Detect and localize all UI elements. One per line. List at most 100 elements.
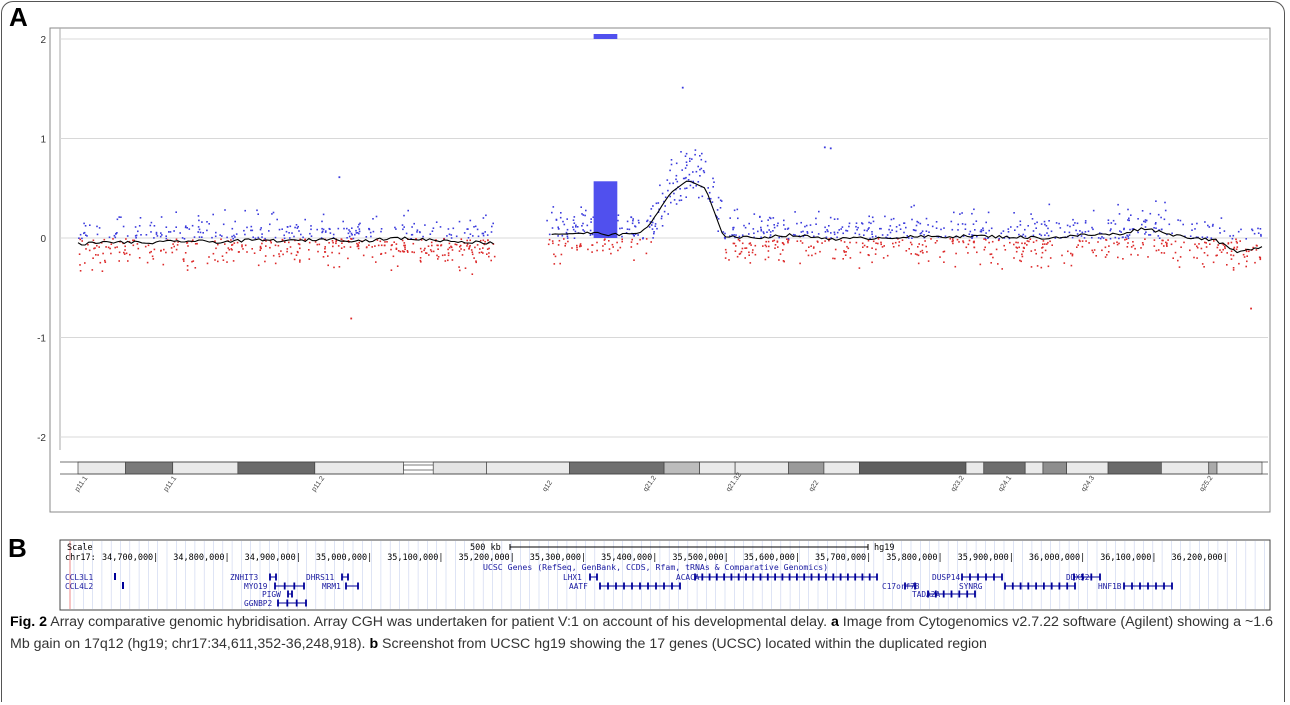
probe-point — [486, 234, 489, 236]
probe-point — [883, 245, 885, 247]
probe-point — [329, 232, 332, 234]
probe-point — [277, 244, 280, 247]
probe-point — [1230, 250, 1233, 252]
probe-point — [221, 255, 224, 257]
probe-point — [246, 226, 248, 229]
probe-point — [1116, 243, 1119, 246]
cgh-plot: 210-1-2 p11.1 p11.1 p11.2 q12 q21.2 q21.32 q22… — [37, 27, 1271, 513]
probe-point — [116, 218, 119, 221]
probe-point — [101, 270, 104, 272]
probe-point — [356, 232, 359, 234]
probe-point — [471, 273, 474, 275]
probe-point — [1004, 249, 1007, 251]
position-label: 36,100,000| — [1100, 553, 1156, 563]
probe-point — [1095, 255, 1097, 257]
probe-point — [634, 225, 637, 228]
probe-point — [828, 225, 830, 227]
probe-point — [270, 241, 272, 244]
probe-point — [259, 245, 262, 248]
probe-point — [990, 227, 993, 230]
probe-point — [81, 240, 83, 242]
y-tick-label: 0 — [40, 234, 46, 245]
probe-point — [278, 253, 280, 255]
probe-point — [856, 228, 858, 231]
probe-point — [132, 239, 134, 242]
probe-point — [439, 226, 442, 228]
probe-point — [830, 237, 832, 239]
probe-point — [1230, 258, 1233, 260]
probe-point — [127, 260, 129, 262]
probe-point — [879, 227, 881, 230]
probe-point — [787, 237, 790, 240]
probe-point — [858, 267, 861, 269]
probe-point — [1172, 257, 1174, 259]
probe-point — [372, 230, 375, 233]
probe-point — [669, 195, 671, 198]
probe-point — [1019, 224, 1022, 226]
probe-point — [335, 242, 337, 245]
probe-point — [1258, 256, 1261, 258]
probe-point — [1072, 224, 1075, 226]
probe-point — [466, 239, 468, 242]
probe-point — [585, 209, 587, 212]
probe-point — [760, 220, 763, 222]
probe-point — [882, 257, 885, 259]
probe-point — [992, 256, 994, 259]
probe-point — [347, 240, 350, 242]
probe-point — [773, 224, 775, 226]
probe-point — [1104, 246, 1107, 249]
probe-point — [935, 221, 938, 223]
probe-point — [1046, 243, 1048, 245]
probe-point — [1034, 249, 1036, 251]
probe-point — [877, 238, 880, 240]
probe-point — [436, 244, 438, 247]
probe-point — [103, 238, 106, 241]
probe-point — [411, 251, 413, 253]
probe-point — [619, 227, 621, 230]
probe-point — [118, 216, 120, 218]
probe-point — [799, 240, 802, 242]
probe-point — [899, 228, 902, 230]
probe-point — [1126, 234, 1128, 237]
probe-point — [760, 229, 763, 232]
gene-label: MRM1 — [322, 582, 341, 591]
probe-point — [488, 255, 490, 258]
probe-point — [802, 235, 805, 238]
probe-point — [737, 217, 739, 220]
probe-point — [678, 199, 681, 202]
probe-point — [206, 229, 208, 232]
probe-point — [476, 244, 479, 246]
gene-exon — [966, 590, 969, 598]
gene-exon — [291, 590, 293, 598]
probe-point — [332, 233, 335, 236]
probe-point — [1157, 213, 1160, 216]
probe-point — [776, 224, 779, 227]
probe-point — [792, 233, 795, 236]
probe-point — [842, 258, 844, 260]
probe-point — [719, 199, 722, 202]
probe-point — [778, 259, 780, 261]
gene-exon — [1066, 582, 1069, 590]
probe-point — [1204, 241, 1206, 244]
probe-point — [695, 170, 698, 173]
probe-point — [1066, 224, 1069, 227]
probe-point — [368, 228, 370, 230]
probe-point — [821, 242, 823, 244]
probe-point — [265, 245, 267, 247]
probe-point — [798, 235, 801, 237]
probe-point — [871, 231, 873, 233]
probe-point — [547, 243, 550, 246]
probe-point — [741, 234, 744, 236]
probe-point — [126, 235, 129, 237]
probe-point — [927, 224, 929, 226]
position-label: 36,200,000| — [1172, 553, 1228, 563]
probe-point — [1171, 232, 1173, 235]
gene-exon — [1090, 573, 1093, 581]
probe-point — [257, 264, 260, 267]
probe-point — [679, 188, 681, 190]
probe-point — [664, 205, 666, 207]
chromosome-ideogram — [60, 461, 1268, 475]
gene-exon — [942, 590, 945, 598]
probe-point — [591, 251, 593, 253]
